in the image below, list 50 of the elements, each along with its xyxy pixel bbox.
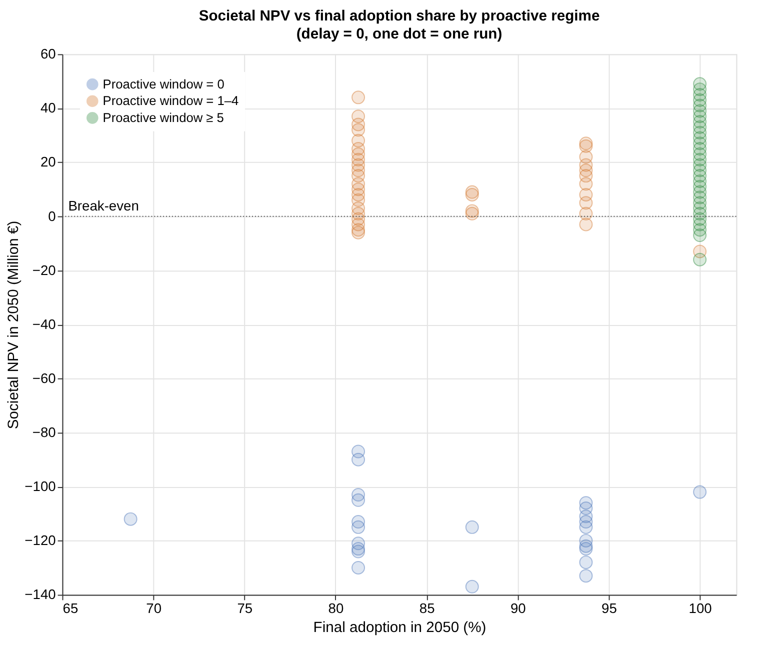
point xyxy=(352,123,366,137)
x-tick-label: 100 xyxy=(688,600,712,616)
y-tick-label: −100 xyxy=(24,478,56,494)
x-tick-label: 70 xyxy=(146,600,162,616)
y-tick-label: −140 xyxy=(24,586,56,602)
chart-subtitle: (delay = 0, one dot = one run) xyxy=(296,26,502,42)
point xyxy=(693,228,707,242)
legend-label: Proactive window = 1–4 xyxy=(102,93,239,108)
y-tick-label: −80 xyxy=(32,424,56,440)
y-tick-label: 40 xyxy=(40,100,56,116)
point xyxy=(465,580,479,594)
point xyxy=(465,188,479,202)
y-tick-label: −20 xyxy=(32,262,56,278)
point xyxy=(693,485,707,499)
legend-label: Proactive window = 0 xyxy=(102,76,224,92)
x-axis-title: Final adoption in 2050 (%) xyxy=(313,620,486,636)
chart-title: Societal NPV vs final adoption share by proactive regime xyxy=(198,8,600,25)
legend-label: Proactive window ≥ 5 xyxy=(102,110,224,125)
point xyxy=(124,512,138,526)
point xyxy=(579,542,593,556)
y-tick-label: −60 xyxy=(32,370,56,386)
y-axis-title: Societal NPV in 2050 (Million €) xyxy=(6,220,22,430)
x-tick-label: 75 xyxy=(237,600,253,616)
x-tick-label: 65 xyxy=(62,600,78,616)
point xyxy=(352,493,366,507)
y-tick-label: −120 xyxy=(24,532,56,548)
point xyxy=(352,520,366,534)
x-tick-label: 80 xyxy=(328,600,344,616)
point xyxy=(465,520,479,534)
x-tick-label: 90 xyxy=(510,600,526,616)
point xyxy=(579,218,593,232)
y-tick-label: 60 xyxy=(40,46,56,62)
point xyxy=(352,452,366,466)
point xyxy=(579,569,593,583)
point xyxy=(352,560,366,574)
point xyxy=(693,252,707,266)
y-tick-label: 0 xyxy=(48,208,56,224)
x-tick-label: 95 xyxy=(602,600,618,616)
point xyxy=(352,90,366,104)
point xyxy=(579,556,593,570)
ref-line-label: Break-even xyxy=(68,197,139,214)
point xyxy=(579,520,593,534)
point xyxy=(352,226,366,240)
y-tick-label: 20 xyxy=(40,154,56,170)
x-tick-label: 85 xyxy=(419,600,436,616)
point xyxy=(579,196,593,210)
y-tick-label: −40 xyxy=(32,316,56,332)
point xyxy=(352,544,366,558)
point xyxy=(579,177,593,191)
point xyxy=(465,206,479,220)
